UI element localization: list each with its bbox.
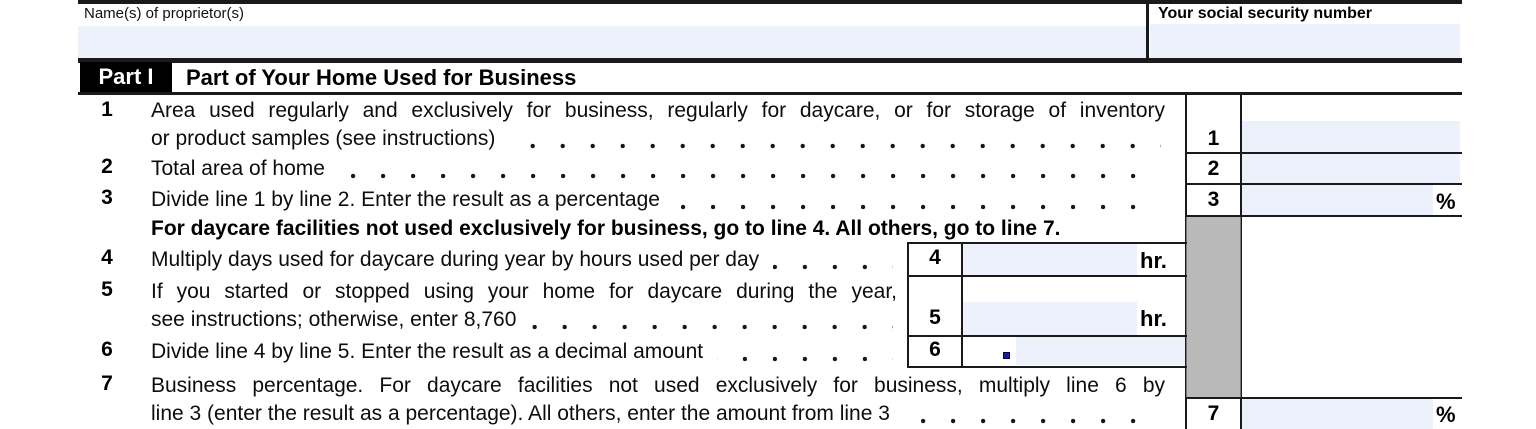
line2-text: Total area of home <box>151 155 1165 183</box>
line7-number: 7 <box>101 372 113 395</box>
line1-amount-input[interactable] <box>1242 121 1460 152</box>
line2-number: 2 <box>101 155 113 178</box>
line2-text-label: Total area of home <box>151 157 325 180</box>
ssn-divider <box>1146 0 1149 60</box>
line4-hr-unit: hr. <box>1140 248 1167 273</box>
mid-box-left-border <box>907 242 909 368</box>
line3-percentage-input[interactable] <box>1242 185 1433 215</box>
row2-bottom-border <box>1185 183 1462 185</box>
line7-text-row2: line 3 (enter the result as a percentage… <box>151 400 1165 428</box>
line7-box-number: 7 <box>1207 402 1220 425</box>
line6-text-label: Divide line 4 by line 5. Enter the resul… <box>151 340 704 363</box>
line7-text-row1: Business percentage. For daycare facilit… <box>151 374 1165 397</box>
line4-box-number: 4 <box>929 246 941 269</box>
ssn-label: Your social security number <box>1158 5 1372 22</box>
shaded-column <box>1186 217 1241 397</box>
line5-hr-unit: hr. <box>1140 306 1167 331</box>
part1-badge: Part I <box>80 62 172 92</box>
line2-box-number: 2 <box>1207 157 1220 180</box>
line3-text-label: Divide line 1 by line 2. Enter the resul… <box>151 188 660 211</box>
line4-hours-input[interactable] <box>963 244 1137 275</box>
line1-text: Area used regularly and exclusively for … <box>151 97 1165 153</box>
line6-number: 6 <box>101 338 113 361</box>
row4-bottom-border <box>907 275 1187 277</box>
daycare-note: For daycare facilities not used exclusiv… <box>151 217 1061 240</box>
line4-number: 4 <box>101 246 113 269</box>
line5-text-row1: If you started or stopped using your hom… <box>151 280 897 303</box>
line6-decimal-point-icon <box>1003 352 1010 359</box>
dot-leader <box>773 264 893 270</box>
line5-text: If you started or stopped using your hom… <box>151 278 897 334</box>
line5-text-row2: see instructions; otherwise, enter 8,760 <box>151 306 897 334</box>
row3-bottom-border <box>1185 215 1462 217</box>
line5-number: 5 <box>101 278 113 301</box>
part1-title: Part of Your Home Used for Business <box>186 65 577 90</box>
line2-amount-input[interactable] <box>1242 154 1460 183</box>
proprietor-name-label: Name(s) of proprietor(s) <box>84 5 245 22</box>
dot-leader <box>673 204 1161 210</box>
part1-bottom-border <box>78 92 1462 95</box>
line5-box-number: 5 <box>929 306 941 329</box>
line3-percent-sign: % <box>1436 189 1456 214</box>
dot-leader <box>717 356 893 362</box>
dot-leader <box>509 143 1161 149</box>
line3-box-number: 3 <box>1207 188 1220 211</box>
ssn-input[interactable] <box>1150 24 1460 58</box>
line7-text-row2-label: line 3 (enter the result as a percentage… <box>151 402 890 425</box>
line6-text: Divide line 4 by line 5. Enter the resul… <box>151 338 897 366</box>
proprietor-name-input[interactable] <box>78 26 1146 58</box>
line3-number: 3 <box>101 186 113 209</box>
line7-percent-sign: % <box>1436 402 1456 427</box>
line6-box-number: 6 <box>929 338 941 361</box>
line5-text-row2-label: see instructions; otherwise, enter 8,760 <box>151 308 517 331</box>
dot-leader <box>338 173 1161 179</box>
line5-hours-input[interactable] <box>963 302 1137 335</box>
line7-text: Business percentage. For daycare facilit… <box>151 372 1165 428</box>
row7-top-border <box>1185 397 1462 399</box>
line1-text-row2: or product samples (see instructions) <box>151 125 1165 153</box>
line4-text-label: Multiply days used for daycare during ye… <box>151 248 760 271</box>
header-bottom-border <box>78 58 1462 63</box>
dot-leader <box>530 324 893 330</box>
line6-decimal-input[interactable] <box>1016 337 1185 365</box>
right-col-inner-border <box>1240 95 1242 429</box>
dot-leader <box>903 418 1161 424</box>
row6-bottom-border <box>907 366 1187 368</box>
line1-box-number: 1 <box>1207 127 1220 150</box>
mid-box-inner-border <box>961 242 963 368</box>
line7-percentage-input[interactable] <box>1242 399 1433 429</box>
line1-text-row1: Area used regularly and exclusively for … <box>151 99 1165 122</box>
line1-text-row2-label: or product samples (see instructions) <box>151 127 496 150</box>
mid-box-top-border <box>907 242 1187 244</box>
line1-number: 1 <box>101 98 113 121</box>
row5-bottom-border <box>907 335 1187 337</box>
top-border <box>78 0 1462 4</box>
line3-text: Divide line 1 by line 2. Enter the resul… <box>151 186 1165 214</box>
line4-text: Multiply days used for daycare during ye… <box>151 246 897 274</box>
row1-bottom-border <box>1185 152 1462 154</box>
